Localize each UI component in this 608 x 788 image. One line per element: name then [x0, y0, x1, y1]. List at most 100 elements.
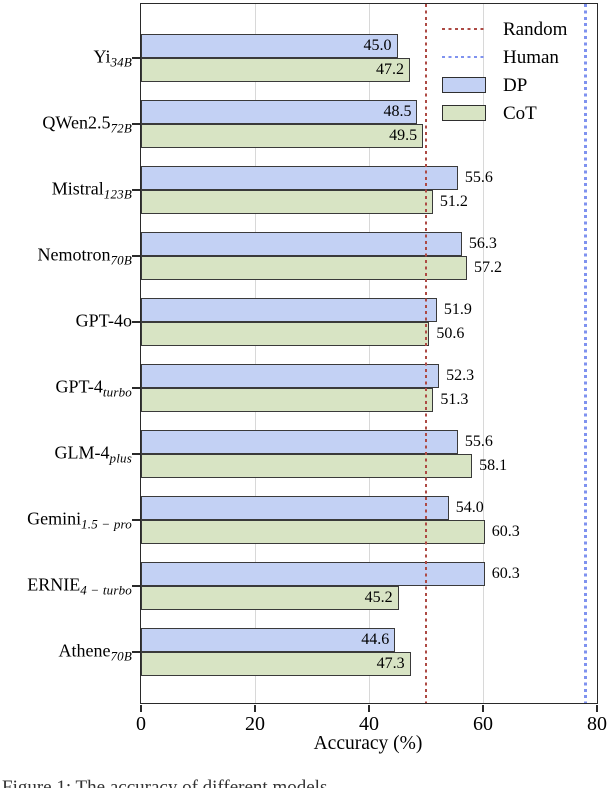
bar-value-label: 45.0	[363, 37, 392, 54]
gridline-x60	[482, 4, 484, 703]
category-label-main: QWen2.5	[42, 112, 111, 133]
legend-item-random: Random	[442, 15, 567, 43]
x-tick-60	[482, 705, 484, 712]
bar-value-label: 51.3	[440, 391, 469, 408]
bar-value-label: 51.2	[439, 193, 468, 210]
dotted-line-glyph	[442, 55, 486, 59]
x-tick-0	[140, 705, 142, 712]
bar-value-label: 48.5	[383, 103, 412, 120]
y-tick-5	[131, 387, 140, 389]
bar-value-label: 58.1	[479, 457, 508, 474]
category-label-9: Athene70B	[58, 640, 132, 664]
legend-dotted-line-icon	[442, 27, 486, 31]
x-tick-label-60: 60	[473, 713, 493, 735]
bar-value-label: 55.6	[464, 433, 493, 450]
bar-cot-3	[141, 256, 468, 280]
x-tick-20	[254, 705, 256, 712]
category-label-main: GLM-4	[54, 442, 110, 463]
swatch-glyph	[442, 105, 486, 121]
category-label-subscript: plus	[109, 450, 132, 466]
bar-cot-2	[141, 190, 433, 214]
bar-value-label: 49.5	[389, 127, 418, 144]
x-axis-title: Accuracy (%)	[313, 733, 423, 754]
bar-value-label: 51.9	[443, 301, 472, 318]
bar-value-label: 60.3	[491, 565, 520, 582]
y-tick-9	[131, 651, 140, 653]
legend-color-swatch-icon	[442, 77, 486, 93]
bar-value-label: 60.3	[491, 523, 520, 540]
bar-cot-0	[141, 58, 411, 82]
legend-item-cot: CoT	[442, 99, 567, 127]
bar-value-label: 45.2	[364, 589, 393, 606]
legend-item-dp: DP	[442, 71, 567, 99]
bar-dp-6	[141, 430, 458, 454]
category-label-subscript: 34B	[110, 54, 132, 70]
bar-cot-1	[141, 124, 424, 148]
bar-dp-9	[141, 628, 396, 652]
bar-cot-4	[141, 322, 430, 346]
y-tick-1	[131, 123, 140, 125]
category-label-main: Yi	[93, 46, 111, 67]
bar-value-label: 52.3	[446, 367, 475, 384]
category-label-2: Mistral123B	[52, 179, 132, 202]
bar-cot-5	[141, 388, 434, 412]
x-tick-80	[596, 705, 598, 712]
category-label-4: GPT-4o	[76, 311, 132, 332]
category-label-subscript: 123B	[103, 186, 132, 202]
category-label-main: Gemini	[27, 508, 82, 529]
category-label-subscript: 4 − turbo	[80, 582, 132, 598]
dotted-line-glyph	[442, 27, 486, 31]
swatch-glyph	[442, 77, 486, 93]
y-tick-0	[131, 57, 140, 59]
bar-dp-7	[141, 496, 449, 520]
bar-value-label: 47.2	[376, 61, 405, 78]
category-label-main: GPT-4o	[75, 310, 132, 331]
bar-value-label: 50.6	[436, 325, 465, 342]
category-label-main: ERNIE	[27, 574, 81, 595]
bar-cot-8	[141, 586, 399, 610]
y-tick-6	[131, 453, 140, 455]
x-tick-40	[368, 705, 370, 712]
x-tick-label-0: 0	[136, 713, 146, 735]
category-label-8: ERNIE4 − turbo	[27, 574, 132, 598]
legend-dotted-line-icon	[442, 55, 486, 59]
plot-area: 45.0 48.5 55.6 56.3 51.9 52.3 55.6 54.0 60.3 44.6…	[131, 3, 607, 735]
bar-cot-6	[141, 454, 473, 478]
x-tick-label-80: 80	[587, 713, 607, 735]
category-label-6: GLM-4plus	[54, 442, 132, 466]
category-label-subscript: 70B	[110, 252, 132, 268]
gridline-x20	[254, 4, 256, 703]
legend-color-swatch-icon	[442, 105, 486, 121]
x-tick-label-40: 40	[359, 713, 379, 735]
bar-value-label: 56.3	[468, 235, 497, 252]
category-label-subscript: 1.5 − pro	[81, 516, 132, 532]
legend-label-random: Random	[503, 18, 568, 40]
category-label-subscript: 72B	[110, 120, 132, 136]
bar-value-label: 47.3	[376, 655, 405, 672]
category-label-3: Nemotron70B	[37, 245, 132, 268]
legend: Random Human DP CoT	[442, 15, 567, 127]
bar-dp-4	[141, 298, 437, 322]
random-line	[424, 4, 428, 703]
human-line	[584, 4, 587, 703]
category-label-5: GPT-4turbo	[55, 376, 132, 400]
bar-cot-9	[141, 652, 411, 676]
category-label-7: Gemini1.5 − pro	[27, 508, 132, 532]
y-tick-3	[131, 255, 140, 257]
y-tick-7	[131, 519, 140, 521]
y-tick-4	[131, 321, 140, 323]
y-tick-2	[131, 189, 140, 191]
legend-label-human: Human	[503, 46, 559, 68]
category-label-1: QWen2.572B	[42, 112, 132, 136]
bar-dp-0	[141, 34, 398, 58]
category-label-main: GPT-4	[55, 376, 103, 397]
bar-dp-2	[141, 166, 458, 190]
category-label-main: Athene	[58, 640, 111, 661]
bar-value-label: 55.6	[464, 169, 493, 186]
bar-dp-1	[141, 100, 418, 124]
figure-caption: Figure 1: The accuracy of different mode…	[2, 777, 328, 788]
category-label-subscript: turbo	[102, 384, 132, 400]
legend-label-cot: CoT	[503, 102, 537, 124]
category-label-0: Yi34B	[93, 46, 132, 70]
